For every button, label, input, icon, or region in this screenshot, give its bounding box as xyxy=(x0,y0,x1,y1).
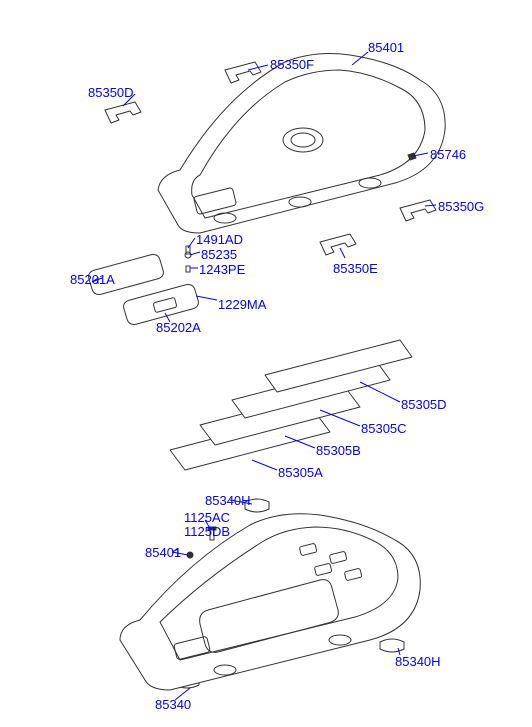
artwork-svg xyxy=(0,0,532,727)
label-85340H-bot: 85340H xyxy=(395,654,441,669)
label-85305C: 85305C xyxy=(361,421,407,436)
label-1125AC: 1125AC xyxy=(184,510,230,525)
label-85350F: 85350F xyxy=(270,57,314,72)
diagram-stage: 85350D 85350F 85401 85746 85350G 85350E … xyxy=(0,0,532,727)
label-85350E: 85350E xyxy=(333,261,378,276)
label-85350G: 85350G xyxy=(438,199,484,214)
label-1229MA: 1229MA xyxy=(218,297,266,312)
label-85340H-top: 85340H xyxy=(205,493,251,508)
label-85401b: 85401 xyxy=(145,545,181,560)
label-85340: 85340 xyxy=(155,697,191,712)
label-85235: 85235 xyxy=(201,247,237,262)
label-1125DB: 1125DB xyxy=(184,524,230,539)
label-85202A: 85202A xyxy=(156,320,201,335)
label-1243PE: 1243PE xyxy=(199,262,245,277)
label-1491AD: 1491AD xyxy=(196,232,243,247)
label-85305B: 85305B xyxy=(316,443,361,458)
label-85201A: 85201A xyxy=(70,272,115,287)
label-85305D: 85305D xyxy=(401,397,447,412)
label-85350D: 85350D xyxy=(88,85,134,100)
label-85305A: 85305A xyxy=(278,465,323,480)
label-85746: 85746 xyxy=(430,147,466,162)
label-85401: 85401 xyxy=(368,40,404,55)
